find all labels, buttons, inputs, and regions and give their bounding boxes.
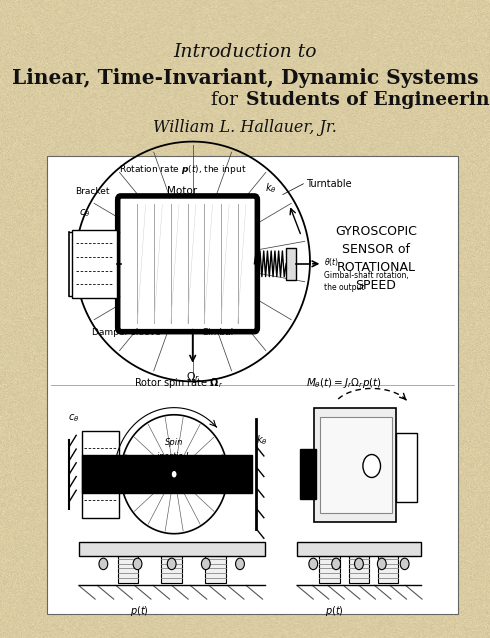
FancyBboxPatch shape bbox=[319, 556, 340, 583]
Circle shape bbox=[400, 558, 409, 570]
Circle shape bbox=[99, 558, 108, 570]
Text: Bracket: Bracket bbox=[75, 187, 110, 196]
Text: Rotor spin rate $\boldsymbol{\Omega}_r$: Rotor spin rate $\boldsymbol{\Omega}_r$ bbox=[134, 376, 223, 390]
FancyBboxPatch shape bbox=[79, 542, 265, 556]
FancyBboxPatch shape bbox=[81, 455, 252, 493]
Text: $k_\theta$: $k_\theta$ bbox=[256, 433, 268, 447]
FancyBboxPatch shape bbox=[286, 248, 295, 280]
Text: $c_\theta$: $c_\theta$ bbox=[79, 207, 90, 219]
FancyBboxPatch shape bbox=[81, 431, 119, 517]
Text: Linear, Time-Invariant, Dynamic Systems: Linear, Time-Invariant, Dynamic Systems bbox=[12, 68, 478, 88]
Text: for: for bbox=[211, 91, 244, 109]
Text: $M_\theta(t) = J_r\Omega_r p(t)$: $M_\theta(t) = J_r\Omega_r p(t)$ bbox=[306, 376, 382, 390]
Text: $c_\theta$: $c_\theta$ bbox=[68, 412, 79, 424]
FancyBboxPatch shape bbox=[118, 556, 138, 583]
FancyBboxPatch shape bbox=[47, 156, 458, 614]
FancyBboxPatch shape bbox=[73, 230, 117, 298]
Text: Gimbal: Gimbal bbox=[201, 328, 234, 337]
Circle shape bbox=[201, 558, 210, 570]
Circle shape bbox=[309, 558, 318, 570]
Text: $k_\theta$: $k_\theta$ bbox=[265, 181, 277, 195]
Text: Spin
inertia $J_r$: Spin inertia $J_r$ bbox=[156, 438, 193, 463]
Text: Rotation rate $\boldsymbol{p}(t)$, the input: Rotation rate $\boldsymbol{p}(t)$, the i… bbox=[119, 163, 246, 176]
Text: William L. Hallauer, Jr.: William L. Hallauer, Jr. bbox=[153, 119, 337, 136]
Circle shape bbox=[332, 558, 341, 570]
FancyBboxPatch shape bbox=[205, 556, 225, 583]
Circle shape bbox=[167, 558, 176, 570]
Circle shape bbox=[171, 470, 177, 478]
Text: Turntable: Turntable bbox=[306, 179, 351, 189]
Text: Damper sleeve: Damper sleeve bbox=[93, 328, 161, 337]
Text: GYROSCOPIC
SENSOR of
ROTATIONAL
SPEED: GYROSCOPIC SENSOR of ROTATIONAL SPEED bbox=[335, 225, 417, 292]
FancyBboxPatch shape bbox=[161, 556, 182, 583]
Text: $\theta(t)$
Gimbal-shaft rotation,
the output: $\theta(t)$ Gimbal-shaft rotation, the o… bbox=[324, 256, 409, 292]
FancyBboxPatch shape bbox=[378, 556, 398, 583]
Circle shape bbox=[133, 558, 142, 570]
FancyBboxPatch shape bbox=[118, 196, 257, 332]
Circle shape bbox=[363, 454, 381, 477]
FancyBboxPatch shape bbox=[314, 408, 396, 523]
Text: $p(t)$: $p(t)$ bbox=[130, 604, 148, 618]
FancyBboxPatch shape bbox=[297, 542, 421, 556]
Circle shape bbox=[355, 558, 364, 570]
Text: Students of Engineering: Students of Engineering bbox=[246, 91, 490, 109]
Text: Motor: Motor bbox=[167, 186, 197, 196]
Text: $p(t)$: $p(t)$ bbox=[325, 604, 344, 618]
FancyBboxPatch shape bbox=[300, 449, 316, 500]
FancyBboxPatch shape bbox=[320, 417, 392, 513]
Circle shape bbox=[236, 558, 245, 570]
Circle shape bbox=[377, 558, 386, 570]
Text: $\Omega_r$: $\Omega_r$ bbox=[186, 370, 200, 384]
FancyBboxPatch shape bbox=[349, 556, 369, 583]
FancyBboxPatch shape bbox=[396, 433, 417, 501]
Text: Introduction to: Introduction to bbox=[173, 43, 317, 61]
